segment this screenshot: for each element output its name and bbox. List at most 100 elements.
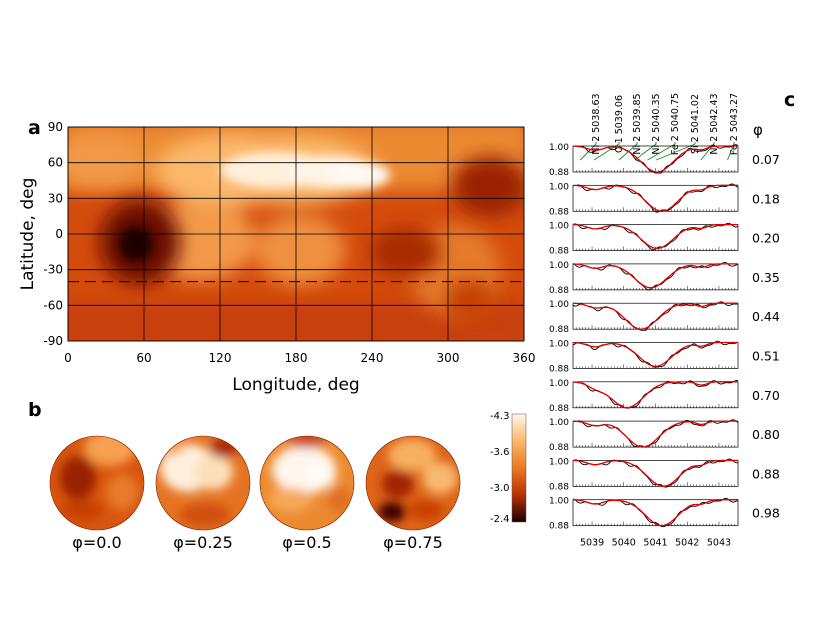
colorbar [511, 413, 527, 523]
profile-panel: 1.00 0.88 0.80 [549, 418, 780, 453]
profile-y-tick-top: 1.00 [549, 222, 569, 232]
profile-phase-label: 0.44 [752, 309, 780, 324]
profile-y-tick-top: 1.00 [549, 418, 569, 428]
map-x-tick-label: 240 [361, 351, 384, 365]
profile-phase-label: 0.51 [752, 349, 780, 364]
map-x-tick-label: 120 [209, 351, 232, 365]
profile-x-tick-label: 5039 [580, 538, 604, 549]
profile-panel: 1.00 0.88 0.18 [549, 182, 780, 217]
observed-profile-line [572, 497, 739, 528]
map-x-tick-label: 0 [64, 351, 72, 365]
model-profile-line [573, 223, 738, 250]
colorbar-tick-2: -3.0 [490, 483, 510, 494]
map-x-tick-label: 60 [136, 351, 151, 365]
profile-y-tick-top: 1.00 [549, 143, 569, 153]
profile-x-tick-label: 5040 [612, 538, 636, 549]
model-profile-line [572, 381, 738, 409]
surface-disk-phase-0 [50, 436, 144, 530]
map-y-tick-label: -30 [43, 263, 63, 277]
map-x-tick-labels: 0 60 120 180 240 300 360 [64, 351, 535, 365]
model-profile-line [573, 145, 738, 173]
profile-y-tick-bottom: 0.88 [549, 482, 569, 492]
observed-profile-line [572, 222, 739, 251]
map-x-tick-label: 360 [513, 351, 536, 365]
profile-y-tick-top: 1.00 [549, 182, 569, 192]
surface-disk-phase-3 [366, 436, 460, 530]
surface-disk-outline-1 [155, 435, 251, 531]
map-y-tick-label: 0 [55, 227, 63, 241]
line-id-label: Si 2 5041.02 [690, 94, 701, 154]
surface-disk-outline-2 [259, 435, 355, 531]
profile-x-tick-label: 5042 [675, 538, 699, 549]
profile-y-tick-bottom: 0.88 [549, 522, 569, 532]
surface-disk-phase-1 [156, 436, 250, 530]
colorbar-tick-3: -2.4 [490, 514, 510, 525]
surface-disk-phase-2 [260, 436, 354, 530]
map-y-tick-label: 30 [48, 191, 63, 205]
profile-y-tick-bottom: 0.88 [549, 168, 569, 178]
map-x-axis-label: Longitude, deg [232, 375, 359, 395]
profile-phase-label: 0.20 [752, 231, 780, 246]
profile-y-tick-top: 1.00 [549, 497, 569, 507]
line-id-marker [700, 142, 715, 161]
line-id-label: Ni 2 5040.35 [651, 93, 662, 154]
phase-label-2: φ=0.5 [282, 533, 331, 552]
map-y-tick-label: -60 [43, 298, 63, 312]
line-id-marker [655, 142, 696, 161]
profile-panel: 1.00 0.88 0.88 [549, 457, 780, 492]
profile-panel: 1.00 0.88 0.35 [549, 261, 780, 296]
line-id-marker [727, 142, 735, 161]
profile-panel: 1.00 0.88 0.44 [549, 300, 780, 335]
profile-x-tick-labels: 5039 5040 5041 5042 5043 [580, 538, 731, 549]
line-id-marker [579, 142, 597, 161]
stellar-surface-panel: φ=0.0 φ=0.25 φ=0.5 φ=0.75 -4.3 -3.6 -3.0… [49, 411, 527, 552]
profile-phase-label: 0.18 [752, 191, 780, 206]
profile-y-tick-top: 1.00 [549, 261, 569, 271]
profile-panel: 1.00 0.88 0.98 [549, 497, 780, 532]
line-id-marker [634, 142, 657, 161]
line-identifications: Ni 2 5038.63 C 1 5039.06 Ni 2 5039.85 Ni 2 … [579, 93, 740, 161]
profile-stack: 1.000.880.071.000.880.181.000.880.201.00… [549, 143, 780, 532]
model-profile-line [573, 420, 738, 448]
line-profile-panel: Ni 2 5038.63 C 1 5039.06 Ni 2 5039.85 Ni 2 … [549, 93, 780, 549]
phase-label-3: φ=0.75 [383, 533, 443, 552]
profile-phase-label: 0.35 [752, 270, 780, 285]
profile-panel: 1.00 0.88 0.51 [549, 340, 780, 375]
profile-phase-label: 0.80 [752, 427, 780, 442]
surface-disk-outline-0 [49, 435, 145, 531]
panel-label-b: b [28, 399, 42, 421]
profile-y-tick-top: 1.00 [549, 340, 569, 350]
line-id-label: Fe 2 5043.27 [729, 93, 740, 155]
profile-y-tick-top: 1.00 [549, 457, 569, 467]
map-y-tick-labels: 90 60 30 0 -30 -60 -90 [43, 120, 63, 348]
model-profile-line [573, 302, 738, 330]
profile-phase-label: 0.07 [752, 152, 780, 167]
line-id-label: Ni 2 5038.63 [591, 93, 602, 154]
model-profile-line [573, 499, 738, 527]
model-profile-line [573, 459, 738, 488]
line-id-marker [593, 142, 620, 161]
profile-phase-label: 0.70 [752, 388, 780, 403]
line-id-label: Fe 2 5040.75 [670, 93, 681, 155]
map-x-tick-label: 180 [285, 351, 308, 365]
map-grid [67, 126, 525, 342]
observed-profile-line [572, 262, 739, 291]
line-id-marker [618, 142, 638, 161]
map-y-tick-label: 90 [48, 120, 63, 134]
profile-panel: 1.00 0.88 0.70 [549, 379, 780, 414]
profile-y-tick-bottom: 0.88 [549, 404, 569, 414]
profile-y-tick-bottom: 0.88 [549, 365, 569, 375]
profile-y-tick-top: 1.00 [549, 379, 569, 389]
map-y-tick-label: 60 [48, 156, 63, 170]
model-profile-line [573, 341, 738, 367]
profile-y-tick-bottom: 0.88 [549, 443, 569, 453]
colorbar-tick-1: -3.6 [490, 447, 510, 458]
profile-panel: 1.00 0.88 0.20 [549, 222, 780, 257]
line-id-label: C 1 5039.06 [614, 95, 625, 153]
line-id-label: Ni 2 5042.43 [709, 93, 720, 154]
profile-phase-label: 0.98 [752, 506, 780, 521]
profile-y-tick-bottom: 0.88 [549, 207, 569, 217]
